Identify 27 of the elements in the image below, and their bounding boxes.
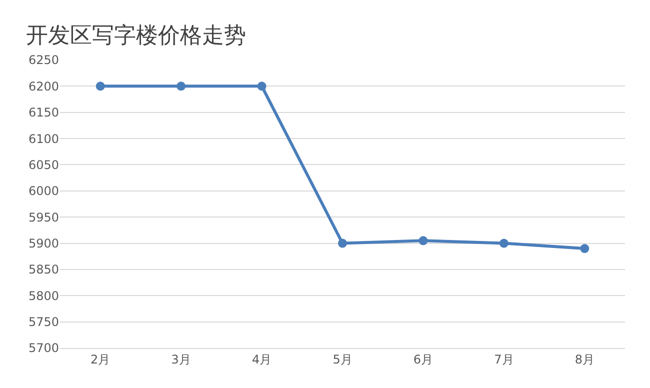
x-tick-label: 3月 <box>171 352 191 366</box>
x-tick-label: 7月 <box>494 352 514 366</box>
y-tick-label: 6200 <box>28 79 59 94</box>
point <box>257 82 266 91</box>
y-tick-label: 6250 <box>28 53 59 68</box>
x-tick-label: 6月 <box>413 352 434 366</box>
point <box>418 236 428 246</box>
x-tick-label: 2月 <box>90 352 110 366</box>
y-tick-label: 6100 <box>28 132 59 146</box>
chart-title: 开发区写字楼价格走势 <box>26 24 246 49</box>
x-tick-label: 5月 <box>332 352 352 366</box>
x-tick-label: 8月 <box>574 352 594 366</box>
x-tick-label: 4月 <box>252 352 272 366</box>
point <box>176 82 186 91</box>
y-tick-label: 5750 <box>28 315 59 330</box>
point <box>96 82 105 91</box>
y-tick-label: 5700 <box>28 341 59 356</box>
y-tick-label: 6050 <box>28 158 59 172</box>
y-tick-label: 5800 <box>28 288 59 303</box>
point <box>580 244 590 254</box>
point <box>338 238 347 248</box>
y-tick-label: 5900 <box>28 236 59 250</box>
y-tick-label: 6000 <box>28 184 59 198</box>
y-tick-label: 5950 <box>28 210 59 224</box>
point <box>499 238 508 248</box>
y-tick-label: 5850 <box>28 262 59 277</box>
y-tick-label: 6150 <box>28 106 59 120</box>
